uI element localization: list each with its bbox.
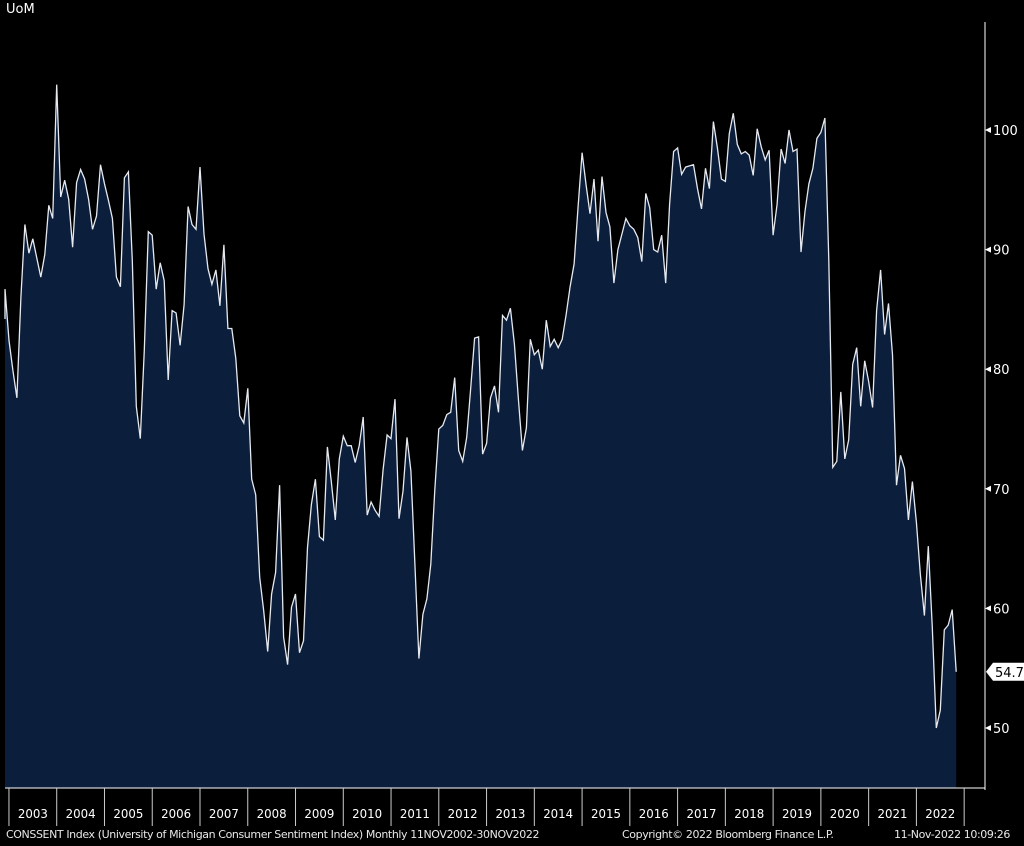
area-fill [5,84,957,789]
x-tick-label: 2008 [257,807,287,821]
x-tick-label: 2017 [686,807,716,821]
last-value-tag [986,662,1024,681]
series-line [4,84,957,729]
x-tick-label: 2022 [925,807,955,821]
x-tick-label: 2016 [639,807,669,821]
y-tick-label: 50 [993,722,1010,737]
footer-copyright: Copyright© 2022 Bloomberg Finance L.P. [622,828,834,841]
footer-timestamp: 11-Nov-2022 10:09:26 [894,828,1011,841]
x-tick-label: 2011 [400,807,430,821]
last-value-label: 54.7 [995,666,1024,681]
x-tick-label: 2010 [352,807,382,821]
x-tick-label: 2013 [495,807,525,821]
y-axis-unit-label: UoM [6,2,35,17]
x-tick-label: 2005 [113,807,143,821]
y-tick-mark [985,127,991,133]
x-tick-label: 2020 [830,807,860,821]
y-tick-mark [985,605,991,612]
y-tick-label: 100 [993,124,1018,139]
y-tick-label: 90 [993,244,1010,259]
x-tick-label: 2015 [591,807,621,821]
y-tick-mark [985,246,991,253]
footer-description: CONSSENT Index (University of Michigan C… [6,828,540,841]
y-tick-label: 60 [993,602,1010,617]
x-tick-label: 2006 [161,807,191,821]
x-tick-label: 2012 [448,807,478,821]
y-tick-mark [985,485,991,492]
y-tick-mark [985,725,991,731]
x-tick-label: 2021 [878,807,908,821]
x-tick-label: 2004 [66,807,96,821]
y-tick-mark [985,366,991,373]
y-tick-label: 80 [993,363,1010,378]
x-tick-label: 2003 [18,807,48,821]
x-tick-label: 2007 [209,807,239,821]
x-tick-label: 2014 [543,807,573,821]
x-tick-label: 2019 [782,807,812,821]
x-tick-label: 2018 [734,807,764,821]
x-tick-label: 2009 [304,807,334,821]
y-tick-label: 70 [993,483,1010,498]
